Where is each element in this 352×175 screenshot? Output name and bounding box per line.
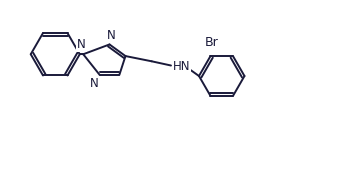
Text: N: N: [107, 29, 115, 42]
Text: N: N: [90, 77, 99, 90]
Text: Br: Br: [205, 36, 219, 49]
Text: HN: HN: [173, 60, 190, 73]
Text: N: N: [77, 38, 86, 51]
